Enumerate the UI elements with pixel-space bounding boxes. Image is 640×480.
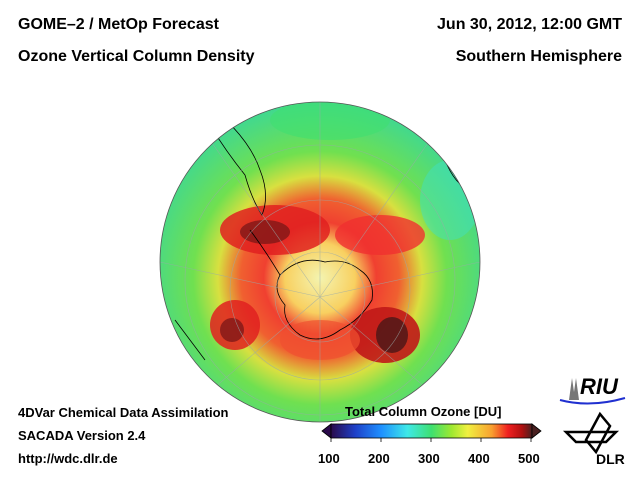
footer-version: SACADA Version 2.4 — [18, 428, 146, 443]
colorbar-tick-label: 400 — [468, 451, 490, 466]
riu-logo-text: RIU — [580, 374, 618, 399]
colorbar-max-arrow — [531, 423, 542, 439]
title-date: Jun 30, 2012, 12:00 GMT — [437, 16, 622, 33]
dlr-logo-text: DLR — [596, 451, 625, 467]
graticule — [160, 102, 480, 422]
colorbar-tick-label: 300 — [418, 451, 440, 466]
title-quantity: Ozone Vertical Column Density — [18, 48, 255, 65]
colorbar — [321, 423, 542, 442]
antarctica-outline — [276, 259, 373, 340]
colorbar-min-arrow — [321, 423, 332, 439]
colorbar-tick-label: 200 — [368, 451, 390, 466]
title-region: Southern Hemisphere — [455, 48, 622, 65]
colorbar-bar — [330, 423, 533, 439]
riu-logo — [559, 378, 626, 405]
colorbar-tick-label: 100 — [318, 451, 340, 466]
south-america-outline — [209, 109, 266, 216]
footer-method: 4DVar Chemical Data Assimilation — [18, 405, 229, 420]
colorbar-title: Total Column Ozone [DU] — [345, 404, 502, 419]
title-product: GOME–2 / MetOp Forecast — [18, 16, 219, 33]
colorbar-tick-label: 500 — [518, 451, 540, 466]
dlr-logo — [562, 411, 620, 455]
globe — [160, 102, 480, 422]
footer-url[interactable]: http://wdc.dlr.de — [18, 451, 118, 466]
